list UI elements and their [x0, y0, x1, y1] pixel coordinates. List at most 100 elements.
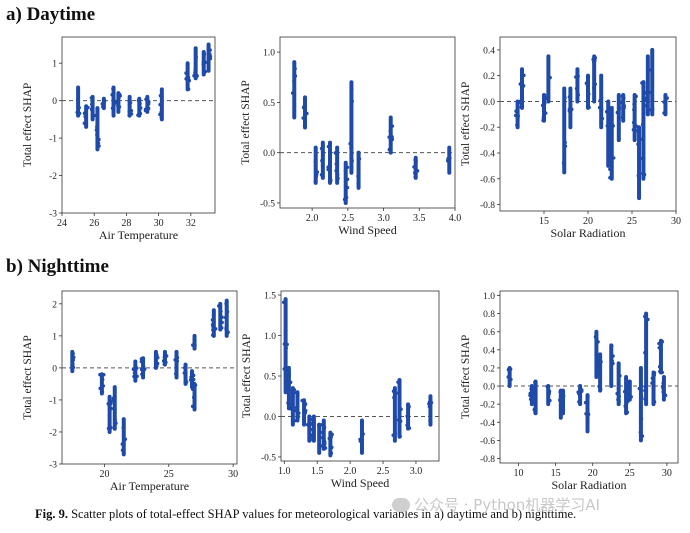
data-point: [191, 373, 196, 378]
data-point: [596, 362, 600, 367]
data-point: [640, 81, 644, 85]
data-point: [391, 433, 395, 437]
data-point: [285, 378, 290, 383]
data-point: [109, 426, 113, 430]
data-cluster: [604, 99, 612, 168]
data-cluster: [545, 384, 552, 407]
data-point: [649, 68, 653, 72]
plot-frame: [279, 36, 456, 209]
data-point: [625, 410, 630, 415]
data-point: [333, 151, 337, 155]
data-point: [575, 99, 579, 104]
data-cluster: [333, 145, 340, 185]
data-point: [288, 380, 293, 385]
data-point: [637, 386, 641, 391]
data-point: [638, 430, 643, 434]
data-cluster: [131, 359, 139, 383]
data-cluster: [648, 47, 655, 117]
data-point: [86, 105, 90, 110]
data-point: [516, 114, 520, 118]
data-point: [546, 93, 550, 97]
y-tick-label: 1.0: [483, 292, 495, 302]
data-point: [193, 70, 197, 75]
data-point: [574, 86, 579, 91]
data-point: [631, 120, 636, 125]
data-point: [111, 396, 116, 400]
data-point: [636, 142, 640, 146]
y-tick-label: -0.5: [261, 453, 276, 463]
data-point: [296, 414, 301, 419]
data-point: [320, 159, 324, 163]
data-point: [118, 92, 122, 97]
data-point: [643, 385, 647, 389]
data-point: [631, 128, 636, 132]
y-tick-label: 0.0: [483, 383, 495, 393]
data-point: [186, 87, 191, 91]
y-tick-label: -3: [49, 210, 57, 220]
data-point: [405, 423, 409, 427]
data-point: [657, 365, 662, 369]
data-point: [131, 367, 136, 372]
y-tick-label: -0.8: [480, 455, 495, 465]
data-cluster: [192, 46, 199, 81]
data-point: [350, 87, 354, 92]
data-point: [203, 70, 208, 74]
x-tick-label: 30: [671, 216, 681, 227]
data-point: [533, 410, 537, 415]
y-tick-label: 0.2: [483, 364, 495, 374]
data-cluster: [210, 308, 218, 338]
data-point: [297, 411, 301, 415]
data-cluster: [191, 333, 197, 351]
data-point: [334, 169, 338, 173]
wechat-icon: [392, 498, 410, 512]
data-cluster: [615, 93, 622, 143]
data-point: [208, 52, 212, 56]
data-point: [650, 91, 654, 95]
data-point: [598, 387, 603, 391]
data-point: [292, 391, 296, 395]
data-point: [562, 162, 566, 166]
data-point: [663, 104, 668, 109]
data-point: [396, 380, 400, 384]
data-cluster: [631, 93, 639, 143]
data-point: [608, 130, 612, 135]
data-point: [82, 121, 87, 125]
data-cluster: [640, 80, 647, 181]
x-axis-label: Wind Speed: [338, 223, 397, 237]
data-point: [318, 435, 323, 440]
x-tick-label: 20: [99, 469, 109, 480]
data-point: [310, 417, 314, 421]
y-axis-label: Total effect SHAP: [22, 335, 34, 420]
y-tick-label: -0.6: [480, 437, 495, 447]
data-point: [187, 78, 192, 83]
data-cluster: [583, 393, 591, 434]
data-point: [597, 105, 602, 110]
data-point: [623, 404, 627, 408]
data-point: [448, 156, 452, 160]
data-point: [617, 399, 621, 404]
data-point: [608, 167, 612, 171]
data-point: [568, 101, 572, 106]
data-point: [568, 121, 573, 125]
data-point: [326, 167, 330, 172]
data-point: [345, 177, 350, 182]
data-cluster: [313, 145, 320, 185]
data-cluster: [427, 394, 434, 427]
data-point: [281, 300, 286, 304]
data-point: [592, 60, 596, 65]
data-point: [634, 94, 638, 99]
data-point: [595, 359, 599, 363]
x-tick-label: 15: [551, 468, 561, 479]
data-point: [350, 99, 354, 103]
data-point: [114, 421, 118, 425]
data-point: [345, 185, 350, 190]
data-cluster: [217, 301, 224, 332]
data-cluster: [327, 430, 334, 458]
data-point: [390, 137, 395, 142]
data-point: [120, 442, 124, 446]
data-point: [90, 102, 94, 106]
data-point: [521, 73, 525, 77]
y-tick-label: 0.4: [483, 346, 495, 356]
data-point: [330, 432, 334, 437]
